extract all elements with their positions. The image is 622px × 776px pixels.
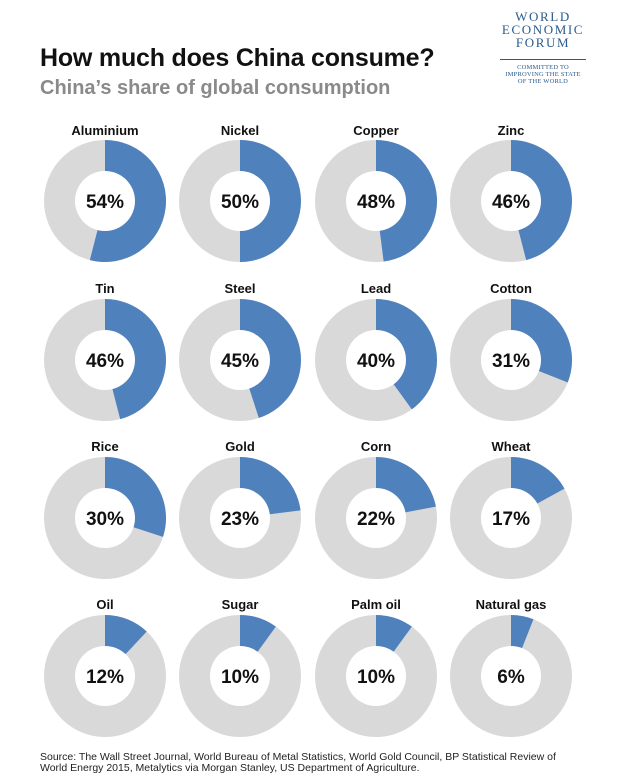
logo-tagline-2: IMPROVING THE STATE <box>505 71 581 78</box>
donut-share-zinc <box>511 140 572 261</box>
donut-value-cotton: 31% <box>492 351 530 372</box>
donut-oil: Oil 12% <box>44 597 166 737</box>
donut-label-rice: Rice <box>91 439 118 454</box>
donut-label-palm-oil: Palm oil <box>351 597 401 612</box>
logo-tagline-1: COMMITTED TO <box>517 64 569 71</box>
donut-value-palm-oil: 10% <box>357 667 395 688</box>
donut-value-sugar: 10% <box>221 667 259 688</box>
donut-label-lead: Lead <box>361 281 391 296</box>
donut-tin: Tin 46% <box>44 281 166 421</box>
donut-label-aluminium: Aluminium <box>71 123 138 138</box>
donut-share-tin <box>105 299 166 420</box>
donut-hole-tin <box>75 330 135 390</box>
donut-hole-steel <box>210 330 270 390</box>
donut-value-zinc: 46% <box>492 192 530 213</box>
donut-value-wheat: 17% <box>492 509 530 530</box>
donut-label-wheat: Wheat <box>492 439 532 454</box>
logo-line-1: WORLD <box>515 9 571 24</box>
donut-value-natural-gas: 6% <box>497 667 525 688</box>
donut-nickel: Nickel 50% <box>179 123 301 262</box>
donut-hole-sugar <box>210 646 270 706</box>
donut-hole-palm-oil <box>346 646 406 706</box>
donut-hole-cotton <box>481 330 541 390</box>
donut-label-gold: Gold <box>225 439 255 454</box>
logo-line-3: FORUM <box>515 35 571 50</box>
donut-palm-oil: Palm oil 10% <box>315 597 437 737</box>
logo-line-2: ECONOMIC <box>501 22 585 37</box>
donut-label-steel: Steel <box>224 281 255 296</box>
donut-zinc: Zinc 46% <box>450 123 572 262</box>
donut-share-steel <box>240 299 301 419</box>
donut-value-lead: 40% <box>357 351 395 372</box>
donut-value-tin: 46% <box>86 351 124 372</box>
donut-value-nickel: 50% <box>221 192 259 213</box>
chart-title: How much does China consume? <box>40 44 435 72</box>
donut-label-oil: Oil <box>96 597 113 612</box>
donut-label-zinc: Zinc <box>498 123 525 138</box>
donut-value-rice: 30% <box>86 509 124 530</box>
donut-hole-natural-gas <box>481 646 541 706</box>
donut-copper: Copper 48% <box>315 123 438 262</box>
donut-label-corn: Corn <box>361 439 391 454</box>
logo-divider <box>500 59 586 60</box>
donut-hole-nickel <box>210 171 270 231</box>
donut-natural-gas: Natural gas 6% <box>450 597 572 737</box>
donut-lead: Lead 40% <box>315 281 437 421</box>
donut-label-sugar: Sugar <box>222 597 259 612</box>
donut-hole-corn <box>346 488 406 548</box>
donut-hole-aluminium <box>75 171 135 231</box>
donut-value-corn: 22% <box>357 509 395 530</box>
donut-corn: Corn 22% <box>315 439 437 579</box>
donut-label-natural-gas: Natural gas <box>476 597 547 612</box>
donut-hole-rice <box>75 488 135 548</box>
source-note: Source: The Wall Street Journal, World B… <box>40 752 600 774</box>
donut-hole-zinc <box>481 171 541 231</box>
donut-gold: Gold 23% <box>179 439 301 579</box>
donut-value-aluminium: 54% <box>86 192 124 213</box>
donut-label-copper: Copper <box>353 123 399 138</box>
donut-hole-wheat <box>481 488 541 548</box>
donut-hole-gold <box>210 488 270 548</box>
donut-share-nickel <box>240 140 301 262</box>
donut-value-gold: 23% <box>221 509 259 530</box>
donut-label-tin: Tin <box>95 281 114 296</box>
donut-value-steel: 45% <box>221 351 259 372</box>
donut-share-lead <box>376 299 437 410</box>
donut-value-oil: 12% <box>86 667 124 688</box>
donut-hole-copper <box>346 171 406 231</box>
source-line-2: World Energy 2015, Metalytics via Morgan… <box>40 762 420 774</box>
donut-hole-lead <box>346 330 406 390</box>
source-line-1: Source: The Wall Street Journal, World B… <box>40 751 556 763</box>
logo-tagline-3: OF THE WORLD <box>517 78 569 85</box>
donut-label-nickel: Nickel <box>221 123 259 138</box>
donut-label-cotton: Cotton <box>490 281 532 296</box>
donut-hole-oil <box>75 646 135 706</box>
donut-sugar: Sugar 10% <box>179 597 301 737</box>
wef-logo: WORLD ECONOMIC FORUM COMMITTED TO IMPROV… <box>488 10 598 85</box>
donut-cotton: Cotton 31% <box>450 281 573 421</box>
donut-wheat: Wheat 17% <box>450 439 572 579</box>
donut-steel: Steel 45% <box>179 281 301 421</box>
donut-rice: Rice 30% <box>44 439 166 579</box>
donut-aluminium: Aluminium 54% <box>44 123 167 262</box>
chart-subtitle: China’s share of global consumption <box>40 77 391 99</box>
donut-value-copper: 48% <box>357 192 395 213</box>
donut-share-copper <box>376 140 438 262</box>
